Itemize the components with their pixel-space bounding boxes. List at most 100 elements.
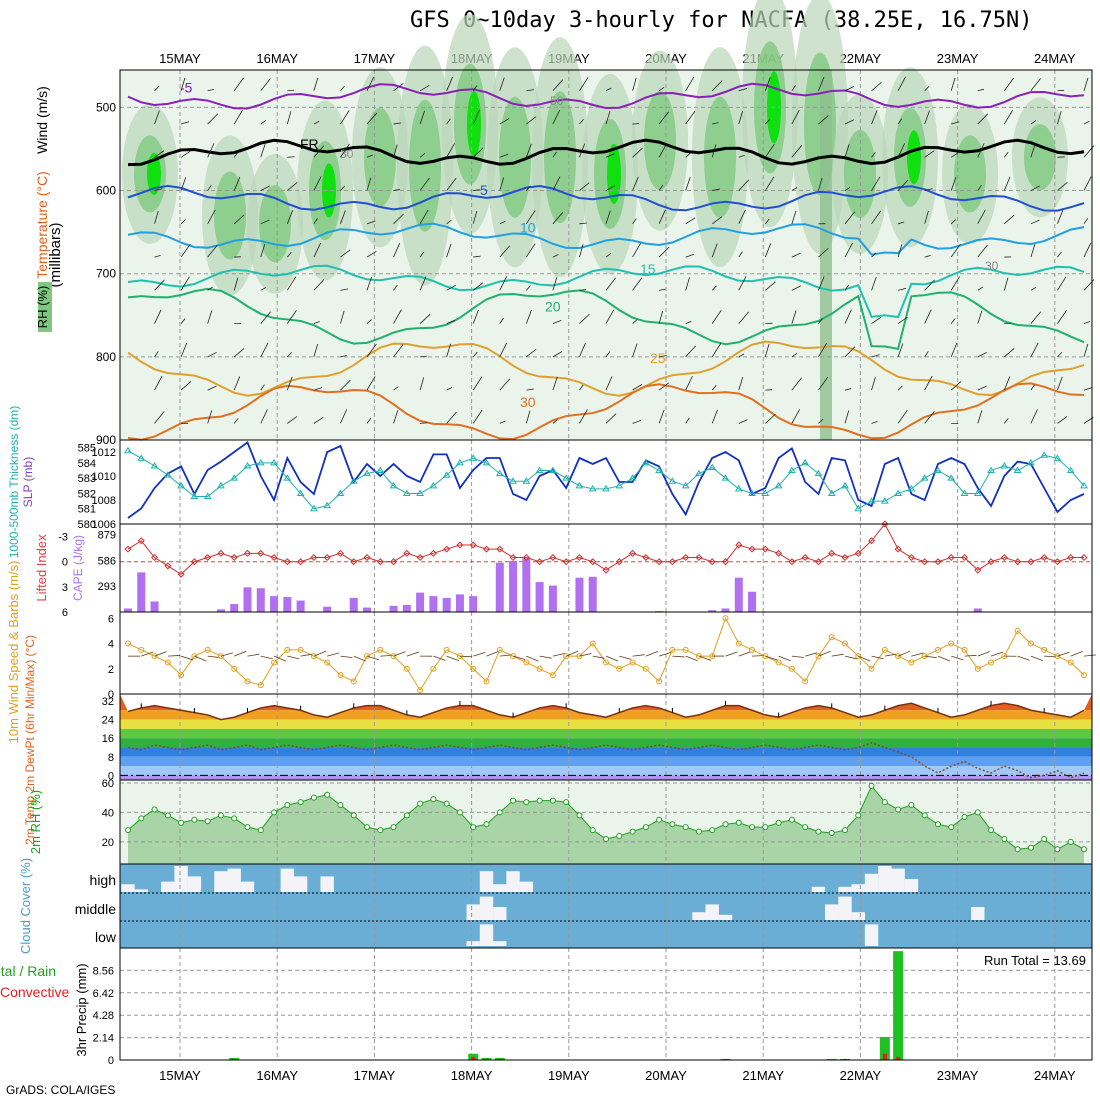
wind-barb <box>472 147 484 158</box>
lifted-index-point <box>270 553 278 562</box>
rh-point <box>483 821 490 828</box>
wind-barb <box>393 213 404 225</box>
thickness-point <box>615 481 624 489</box>
thickness-point <box>469 454 478 461</box>
wind-barb <box>871 81 882 92</box>
thickness-point <box>628 474 637 481</box>
footer-credit: GrADS: COLA/IGES <box>6 1083 116 1097</box>
wind-barb <box>738 179 750 191</box>
wind-barb <box>977 352 987 358</box>
lifted-index-point <box>1027 558 1035 566</box>
wind-barb <box>1057 310 1067 324</box>
panel-ylabel-left: 1000-500mb Thickness (dm) <box>7 406 21 559</box>
wind-barb <box>180 318 186 324</box>
wind-barb <box>180 177 187 191</box>
wind-barb <box>1070 651 1083 657</box>
lifted-index-point <box>151 553 159 562</box>
thickness-line <box>127 450 1085 510</box>
thickness-point <box>801 458 810 466</box>
wind-speed-point <box>151 653 158 660</box>
wind-barb <box>446 655 459 662</box>
wind-barb <box>977 651 990 657</box>
wind-barb <box>658 310 664 324</box>
wind-barb <box>579 289 587 291</box>
wind-barb <box>738 111 743 125</box>
wind-barb <box>685 76 695 91</box>
wind-speed-point <box>576 653 583 660</box>
wind-barb <box>712 188 721 191</box>
thickness-point <box>788 466 796 474</box>
lifted-index-point <box>456 541 464 549</box>
wind-barb <box>472 282 484 291</box>
wind-barb <box>738 419 748 424</box>
cloud-bar <box>519 881 534 892</box>
temp-color-band <box>120 738 1092 748</box>
thickness-point <box>243 461 252 469</box>
wind-barb <box>433 655 446 661</box>
cape-bar <box>270 596 279 612</box>
wind-barb <box>446 118 451 125</box>
wind-barb <box>393 144 398 158</box>
lifted-index-point <box>376 558 384 566</box>
lifted-index-point <box>1080 553 1088 562</box>
rh-shading <box>907 130 921 185</box>
wind-barb <box>765 143 775 158</box>
wind-barb <box>286 210 294 224</box>
rh-shading <box>954 135 986 213</box>
wind-barb <box>977 113 989 125</box>
wind-barb <box>420 355 427 358</box>
rh-point <box>549 797 556 804</box>
wind-barb <box>313 242 321 258</box>
thickness-point <box>296 489 305 496</box>
wind-barb <box>632 420 642 424</box>
wind-barb <box>1083 343 1089 357</box>
wind-speed-point <box>722 615 729 622</box>
wind-barb <box>791 655 804 658</box>
wind-barb <box>897 343 904 357</box>
isotherm-label: 25 <box>650 350 666 366</box>
wind-barb <box>977 286 984 291</box>
wind-barb <box>579 244 584 258</box>
x-tick-label-top: 15MAY <box>159 51 201 66</box>
cape-bar <box>416 592 425 612</box>
wind-barb <box>154 110 160 125</box>
cloud-bar <box>493 907 507 920</box>
y-tick-label: 900 <box>96 433 116 447</box>
rh-point <box>1014 846 1021 853</box>
wind-barb <box>526 89 534 92</box>
thickness-point <box>575 481 584 489</box>
wind-barb <box>260 78 271 92</box>
wind-barb <box>685 254 694 258</box>
x-tick-label-top: 23MAY <box>937 51 979 66</box>
wind-speed-point <box>549 672 556 679</box>
wind-barb <box>791 252 801 258</box>
y-tick-label: 0 <box>108 689 114 701</box>
rh-point <box>961 813 968 820</box>
lifted-index-point <box>1067 553 1075 562</box>
wind-barb <box>286 376 293 391</box>
wind-barb <box>499 77 505 91</box>
wind-barb <box>711 310 722 324</box>
cape-bar <box>283 597 292 612</box>
wind-barb <box>844 186 851 191</box>
y-tick-label-right: 1008 <box>92 495 116 507</box>
wind-barb <box>340 409 348 424</box>
wind-barb <box>340 210 346 224</box>
temp-color-band <box>120 747 1092 757</box>
wind-speed-point <box>125 640 131 647</box>
wind-barb <box>446 411 457 424</box>
wind-barb <box>340 185 345 191</box>
y-tick-label: 8.56 <box>93 965 114 977</box>
wind-speed-point <box>988 659 995 666</box>
rh-point <box>337 802 344 809</box>
lifted-index-point <box>575 553 583 562</box>
lifted-index-point <box>429 549 437 557</box>
y-tick-label-left: 6 <box>62 607 68 619</box>
wind-barb <box>632 77 637 91</box>
wind-barb <box>632 654 645 657</box>
wind-barb <box>844 309 852 324</box>
wind-barb <box>818 376 829 391</box>
wind-barb <box>950 276 960 291</box>
wind-barb <box>327 652 340 657</box>
rh-point <box>244 824 251 831</box>
